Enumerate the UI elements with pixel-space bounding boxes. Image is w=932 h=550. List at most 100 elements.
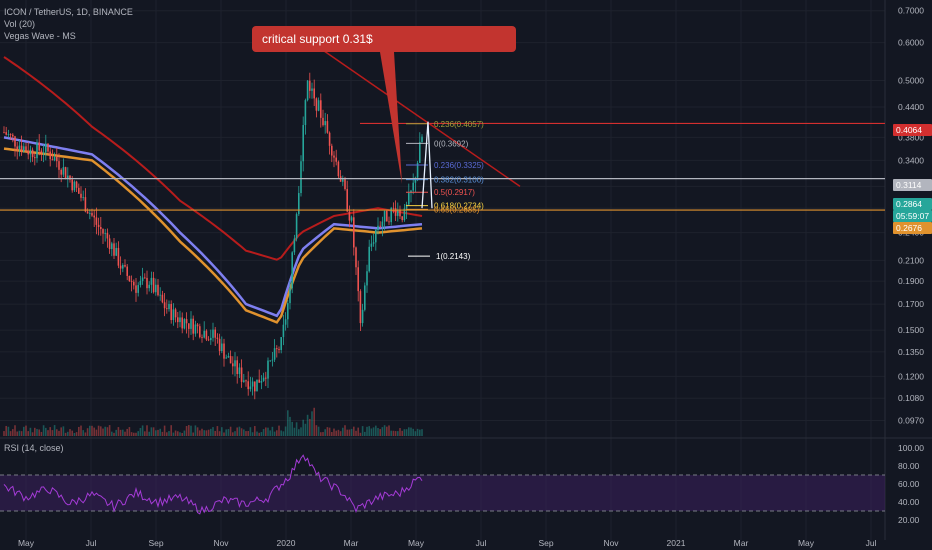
volume-bar bbox=[93, 427, 95, 436]
volume-bar bbox=[36, 429, 38, 436]
volume-bar bbox=[302, 419, 304, 436]
fib-label: 0.5(0.2917) bbox=[434, 188, 475, 197]
volume-bar bbox=[416, 428, 419, 436]
volume-bar bbox=[40, 431, 43, 436]
price-tick-label: 0.3800 bbox=[898, 132, 924, 142]
candle-body bbox=[399, 209, 401, 217]
volume-bar bbox=[137, 431, 139, 436]
candle-body bbox=[20, 145, 23, 152]
price-tick-label: 0.4400 bbox=[898, 102, 924, 112]
candle-body bbox=[141, 277, 144, 281]
candle-body bbox=[188, 323, 190, 329]
volume-bar bbox=[95, 429, 98, 436]
candle-body bbox=[51, 159, 54, 161]
fib-label: 0.236(0.4057) bbox=[434, 120, 484, 129]
candle-body bbox=[324, 121, 326, 126]
volume-bar bbox=[421, 429, 423, 436]
volume-bar bbox=[317, 426, 320, 436]
candle-body bbox=[342, 179, 344, 182]
candle-body bbox=[355, 247, 357, 268]
time-tick-label: May bbox=[408, 538, 425, 548]
candle-body bbox=[40, 150, 43, 154]
volume-bar bbox=[386, 426, 388, 436]
candle-body bbox=[119, 265, 122, 269]
price-label-box bbox=[893, 210, 932, 222]
volume-bar bbox=[364, 431, 366, 436]
volume-bar bbox=[199, 430, 201, 436]
candle-body bbox=[357, 267, 359, 292]
candle-body bbox=[245, 380, 247, 382]
rsi-tick-label: 60.00 bbox=[898, 479, 920, 489]
volume-bar bbox=[355, 430, 357, 436]
fib-label: 0(0.3692) bbox=[434, 139, 469, 148]
volume-bar bbox=[3, 431, 5, 436]
volume-bar bbox=[344, 425, 346, 436]
candle-body bbox=[249, 386, 252, 390]
volume-bar bbox=[139, 427, 142, 436]
volume-bar bbox=[232, 432, 234, 436]
candle-body bbox=[265, 377, 267, 379]
candle-body bbox=[212, 329, 214, 338]
volume-bar bbox=[91, 425, 93, 436]
candle-body bbox=[328, 132, 331, 146]
volume-bar bbox=[322, 432, 324, 436]
candle-body bbox=[214, 329, 216, 338]
candle-body bbox=[238, 367, 241, 374]
candle-body bbox=[161, 294, 164, 303]
price-label-text: 0.2676 bbox=[896, 223, 922, 233]
candle-body bbox=[69, 175, 71, 180]
volume-bar bbox=[157, 429, 159, 436]
candle-body bbox=[232, 363, 234, 367]
volume-bar bbox=[80, 425, 82, 436]
volume-bar bbox=[383, 425, 386, 436]
candle-body bbox=[93, 215, 95, 218]
callout-pointer bbox=[380, 52, 402, 184]
candle-body bbox=[9, 134, 12, 135]
volume-bar bbox=[135, 432, 137, 436]
candle-body bbox=[3, 131, 5, 133]
candle-body bbox=[210, 337, 212, 341]
volume-bar bbox=[291, 421, 293, 436]
price-label-box bbox=[893, 198, 932, 210]
volume-bar bbox=[106, 427, 109, 436]
candle-body bbox=[282, 324, 285, 338]
volume-bar bbox=[174, 430, 177, 436]
volume-bar bbox=[203, 430, 205, 436]
volume-bar bbox=[289, 416, 291, 436]
candles bbox=[3, 72, 423, 400]
candle-body bbox=[368, 246, 370, 272]
candle-body bbox=[194, 324, 197, 334]
fib-label: 1(0.2143) bbox=[436, 252, 471, 261]
candle-body bbox=[403, 208, 406, 221]
candle-body bbox=[126, 266, 128, 276]
candle-body bbox=[258, 379, 260, 383]
volume-bar bbox=[47, 430, 49, 436]
volume-bar bbox=[405, 429, 408, 436]
candle-body bbox=[216, 337, 219, 339]
volume-bar bbox=[20, 431, 23, 436]
candle-body bbox=[337, 161, 340, 177]
candle-body bbox=[152, 277, 155, 293]
price-tick-label: 0.5000 bbox=[898, 75, 924, 85]
candle-body bbox=[166, 308, 168, 310]
volume-bar bbox=[293, 427, 296, 436]
candle-body bbox=[5, 132, 7, 135]
volume-bar bbox=[258, 432, 260, 436]
candle-body bbox=[289, 288, 291, 304]
candle-body bbox=[236, 360, 238, 374]
candle-body bbox=[137, 285, 139, 293]
volume-bar bbox=[155, 430, 157, 436]
volume-bar bbox=[271, 426, 274, 436]
volume-bar bbox=[117, 427, 120, 436]
volume-bar bbox=[361, 426, 364, 436]
candle-body bbox=[309, 80, 311, 91]
rsi-tick-label: 20.00 bbox=[898, 515, 920, 525]
candle-body bbox=[124, 265, 126, 267]
candle-body bbox=[278, 349, 280, 350]
volume-bar bbox=[201, 428, 203, 436]
volume-bar bbox=[27, 431, 29, 436]
candle-body bbox=[183, 319, 186, 329]
volume-bar bbox=[401, 430, 403, 436]
price-label-text: 0.3114 bbox=[896, 180, 922, 190]
